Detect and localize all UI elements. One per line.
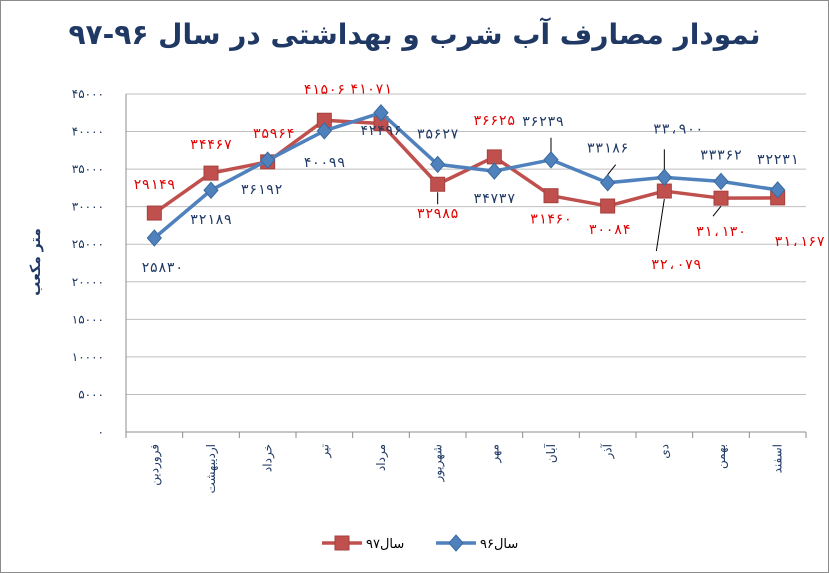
y-tick-label: ۵۰۰۰: [78, 387, 104, 401]
y-tick-label: ۲۵۰۰۰: [72, 237, 104, 251]
y-tick-label: ۴۵۰۰۰: [72, 87, 104, 101]
y-axis-label: متر مکعب: [28, 228, 44, 296]
data-point-marker: [770, 181, 786, 199]
series-line-2: [153, 111, 778, 240]
data-label: ۳۴۷۳۷: [473, 191, 515, 207]
data-label: ۳۲۹۸۵: [417, 206, 459, 222]
data-point-marker: [203, 165, 219, 181]
legend-label-1: سال۹۷: [366, 537, 404, 552]
data-label: ۳۲،۰۷۹: [651, 257, 702, 273]
leader-line: [712, 205, 722, 217]
data-label: ۳۶۶۲۵: [473, 113, 515, 129]
data-point-marker: [203, 181, 219, 199]
data-point-marker: [656, 183, 672, 199]
y-tick-label: ۱۵۰۰۰: [72, 312, 104, 326]
data-label: ۴۱۵۰۶: [303, 82, 345, 98]
data-label: ۳۶۲۳۹: [522, 114, 564, 130]
x-tick-label: دی: [657, 444, 671, 459]
x-tick-label: شهریور: [431, 444, 446, 483]
data-point-marker: [486, 162, 502, 180]
data-label: ۳۵۶۲۷: [417, 126, 459, 142]
legend-label-2: سال۹۶: [480, 537, 518, 552]
data-label: ۳۱،۱۳۰: [696, 224, 747, 240]
data-label: ۳۰۰۸۴: [589, 222, 631, 238]
leader-line: [655, 198, 665, 252]
x-tick-label: خرداد: [261, 444, 276, 472]
data-point-marker: [600, 198, 616, 214]
legend-marker-1: [334, 535, 350, 551]
data-point-marker: [486, 149, 502, 165]
data-label: ۴۰۰۹۹: [303, 155, 345, 171]
data-point-marker: [430, 176, 446, 192]
data-point-marker: [373, 104, 389, 122]
data-label: ۲۵۸۳۰: [141, 260, 183, 276]
data-label: ۴۱۰۷۱: [350, 82, 392, 98]
data-label: ۳۴۴۶۷: [190, 137, 232, 153]
data-point-marker: [260, 151, 276, 169]
x-tick-label: مرداد: [374, 444, 389, 471]
data-point-marker: [656, 168, 672, 187]
y-tick-label: ۱۰۰۰۰: [72, 350, 104, 364]
data-point-marker: [430, 155, 446, 174]
data-label: ۳۵۹۶۴: [253, 126, 295, 142]
x-tick-label: بهمن: [714, 444, 729, 469]
data-label: ۳۲۲۳۱: [757, 152, 799, 168]
x-tick-label: فروردین: [147, 444, 162, 486]
data-label: ۲۹۱۴۹: [133, 177, 175, 193]
legend-marker-2: [448, 534, 464, 552]
y-tick-label: ۰: [98, 425, 104, 439]
data-point-marker: [146, 229, 162, 247]
data-label: ۳۶۱۹۲: [241, 182, 283, 198]
data-point-marker: [543, 188, 559, 204]
data-point-marker: [713, 190, 729, 206]
data-label: ۳۳۳۶۲: [700, 147, 742, 163]
x-tick-label: تیر: [317, 444, 332, 459]
chart-title: نمودار مصارف آب شرب و بهداشتی در سال ۹۶-…: [68, 18, 761, 51]
y-tick-label: ۴۰۰۰۰: [72, 125, 104, 139]
data-point-marker: [543, 151, 559, 169]
data-point-marker: [713, 172, 729, 191]
data-label: ۳۲۱۸۹: [190, 212, 232, 228]
data-label: ۳۳۱۸۶: [587, 141, 629, 157]
data-label: ۳۱۴۶۰: [530, 212, 572, 228]
data-point-marker: [146, 205, 162, 221]
x-tick-label: آبان: [543, 443, 558, 463]
leader-line: [607, 164, 617, 176]
x-tick-label: اسفند: [771, 444, 785, 473]
data-label: ۴۲۴۹۶: [360, 123, 402, 139]
y-tick-label: ۳۵۰۰۰: [72, 162, 104, 176]
data-label: ۳۳،۹۰۰: [653, 121, 704, 137]
data-point-marker: [316, 122, 332, 140]
x-tick-label: اردیبهشت: [204, 444, 219, 493]
data-point-marker: [600, 173, 616, 192]
y-tick-label: ۲۰۰۰۰: [72, 275, 104, 289]
x-tick-label: آذر: [600, 443, 616, 459]
data-label: ۳۱،۱۶۷: [774, 234, 825, 250]
y-tick-label: ۳۰۰۰۰: [72, 200, 104, 214]
x-tick-label: مهر: [487, 444, 502, 464]
